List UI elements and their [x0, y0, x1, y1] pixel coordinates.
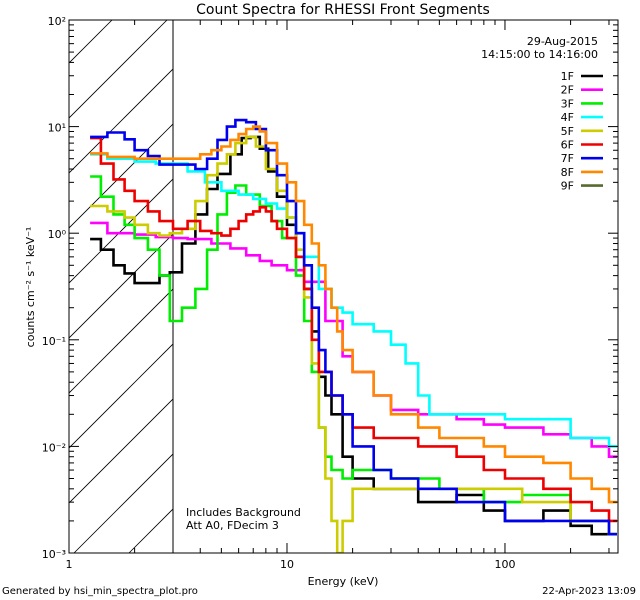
hatch-line: [69, 178, 174, 284]
legend-entry-1F: 1F: [561, 70, 574, 83]
legend-entry-8F: 8F: [561, 166, 574, 179]
legend-entry-6F: 6F: [561, 139, 574, 152]
footer-generated-on: 22-Apr-2023 13:09: [542, 586, 636, 597]
hatch-line: [69, 343, 174, 449]
legend-entry-2F: 2F: [561, 84, 574, 97]
legend-entry-7F: 7F: [561, 152, 574, 165]
series-line-8F: [90, 125, 617, 504]
legend-entry-9F: 9F: [561, 180, 574, 193]
y-tick-label: 10⁰: [48, 228, 67, 241]
series-line-5F: [90, 135, 617, 553]
attenuator-hatch-region: [0, 0, 640, 553]
axis-ticks: [68, 20, 618, 554]
series-line-6F: [90, 136, 617, 523]
hatch-lines: [0, 0, 640, 553]
hatch-line: [69, 233, 174, 339]
footer-generated-by: Generated by hsi_min_spectra_plot.pro: [2, 586, 198, 597]
legend-entry-5F: 5F: [561, 125, 574, 138]
hatch-line: [404, 0, 640, 553]
annotation-note: Includes Background: [186, 506, 301, 519]
legend-entry-4F: 4F: [561, 111, 574, 124]
annotation-note: Att A0, FDecim 3: [186, 519, 279, 532]
hatch-line: [69, 398, 174, 504]
hatch-line: [624, 0, 640, 553]
y-tick-label: 10⁻¹: [42, 335, 66, 348]
y-tick-label: 10²: [48, 15, 66, 28]
y-tick-label: 10⁻²: [42, 441, 66, 454]
hatch-line: [69, 288, 174, 394]
series-line-2F: [90, 221, 617, 458]
hatch-line: [69, 123, 174, 229]
y-axis-label: counts cm⁻² s⁻¹ keV⁻¹: [24, 227, 37, 348]
hatch-line: [294, 0, 640, 553]
x-tick-label: 100: [494, 558, 515, 571]
legend-date: 29-Aug-2015: [527, 35, 598, 48]
x-tick-label: 10: [280, 558, 294, 571]
hatch-line: [69, 20, 168, 119]
hatch-line: [569, 0, 640, 553]
y-tick-label: 10⁻³: [42, 548, 66, 561]
hatch-line: [0, 0, 124, 553]
series-line-7F: [90, 118, 617, 536]
hatch-line: [514, 0, 640, 553]
legend-entry-3F: 3F: [561, 97, 574, 110]
legend-time-range: 14:15:00 to 14:16:00: [481, 48, 598, 61]
y-tick-label: 10¹: [48, 122, 66, 135]
hatch-line: [69, 68, 174, 174]
x-tick-label: 1: [66, 558, 73, 571]
chart-title: Count Spectra for RHESSI Front Segments: [196, 2, 490, 18]
plot-frame: [68, 19, 619, 554]
x-axis-label: Energy (keV): [308, 575, 379, 588]
hatch-line: [69, 20, 113, 64]
